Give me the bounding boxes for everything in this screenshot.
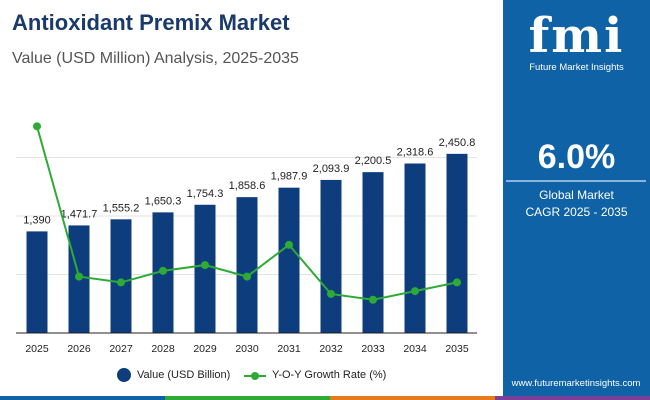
- x-tick-label: 2025: [25, 343, 49, 355]
- bar: [362, 172, 384, 333]
- bar-label: 1,987.9: [271, 171, 308, 183]
- website-link[interactable]: www.futuremarketinsights.com: [511, 378, 641, 389]
- x-tick-label: 2030: [235, 343, 259, 355]
- bar-label: 2,093.9: [313, 163, 350, 175]
- growth-point: [159, 266, 167, 275]
- x-tick-label: 2033: [361, 343, 385, 355]
- cagr-label: Global Market: [539, 188, 614, 202]
- stripe-orange: [330, 396, 495, 400]
- bar-label: 1,650.3: [145, 195, 182, 207]
- x-tick-label: 2028: [151, 343, 175, 355]
- bar: [278, 187, 300, 333]
- growth-point: [285, 240, 293, 249]
- cagr-value: 6.0%: [537, 138, 616, 176]
- x-tick-label: 2031: [277, 343, 301, 355]
- bar-label: 1,858.6: [229, 180, 266, 192]
- bar-label: 2,450.8: [439, 137, 476, 149]
- legend-line-label: Y-O-Y Growth Rate (%): [272, 369, 387, 381]
- growth-point: [327, 289, 335, 298]
- chart: 1,390 2025 1,471.7 2026 1,555.2 2027 1,650.3 20…: [16, 122, 477, 355]
- legend-bar-label: Value (USD Billion): [137, 369, 231, 381]
- growth-point: [453, 278, 461, 287]
- growth-point: [117, 278, 125, 287]
- x-tick-label: 2035: [445, 343, 469, 355]
- legend-bar-icon: [117, 368, 131, 382]
- bar: [446, 153, 468, 333]
- bar-label: 1,555.2: [103, 202, 140, 214]
- x-tick-label: 2032: [319, 343, 343, 355]
- stripe-purple: [495, 396, 650, 400]
- x-tick-label: 2034: [403, 343, 427, 355]
- x-tick-label: 2029: [193, 343, 217, 355]
- growth-point: [243, 272, 251, 281]
- bar-label: 1,754.3: [187, 188, 224, 200]
- x-tick-label: 2026: [67, 343, 91, 355]
- bar: [320, 179, 342, 333]
- divider: [506, 180, 646, 182]
- growth-point: [201, 261, 209, 270]
- legend-line-icon: [244, 372, 266, 380]
- bar: [26, 231, 48, 333]
- cagr-period: CAGR 2025 - 2035: [525, 205, 628, 219]
- bar-label: 1,471.7: [61, 208, 98, 220]
- bar: [404, 163, 426, 333]
- bar-label: 2,318.6: [397, 147, 434, 159]
- growth-point: [411, 287, 419, 296]
- stripe-green: [165, 396, 330, 400]
- page-title: Antioxidant Premix Market: [12, 10, 290, 35]
- stripe-blue: [0, 396, 165, 400]
- growth-point: [33, 122, 41, 131]
- bar-label: 2,200.5: [355, 155, 392, 167]
- fmi-logo: fmi: [528, 8, 625, 64]
- bar: [110, 219, 132, 333]
- bar: [236, 197, 258, 333]
- x-tick-label: 2027: [109, 343, 133, 355]
- page-subtitle: Value (USD Million) Analysis, 2025-2035: [12, 50, 299, 67]
- logo-subtitle: Future Market Insights: [529, 62, 624, 73]
- growth-point: [75, 272, 83, 281]
- growth-point: [369, 295, 377, 304]
- side-panel: fmi Future Market Insights 6.0% Global M…: [503, 0, 650, 400]
- bar-label: 1,390: [23, 214, 51, 226]
